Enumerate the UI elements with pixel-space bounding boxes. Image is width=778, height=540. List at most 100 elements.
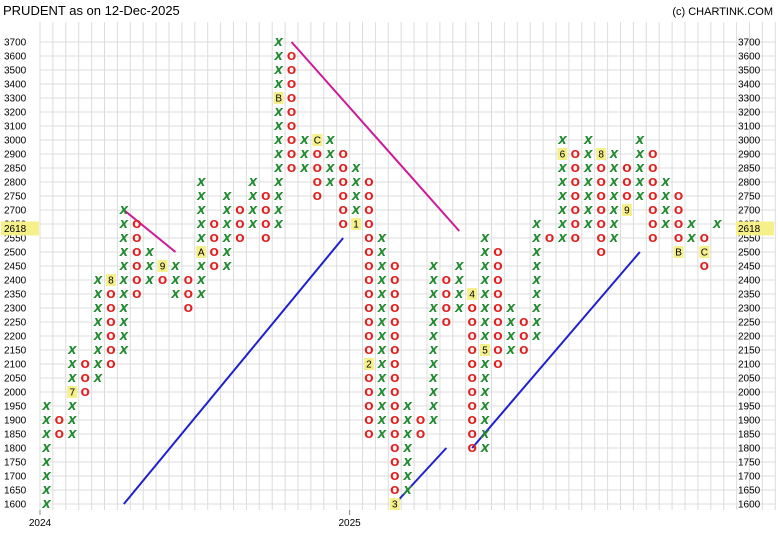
month-label: 9 — [624, 206, 630, 217]
x-mark: X — [531, 288, 541, 301]
x-mark: X — [428, 316, 438, 329]
o-mark: O — [648, 232, 657, 245]
month-label: 4 — [469, 290, 475, 301]
x-mark: X — [480, 400, 490, 413]
x-mark: X — [635, 176, 645, 189]
y-tick-left: 2100 — [4, 360, 27, 371]
o-mark: O — [493, 330, 502, 343]
x-mark: X — [273, 64, 283, 77]
y-tick-left: 2200 — [4, 332, 27, 343]
x-mark: X — [222, 232, 232, 245]
o-mark: O — [106, 288, 115, 301]
o-mark: O — [622, 190, 631, 203]
x-mark: X — [506, 330, 516, 343]
x-mark: X — [609, 190, 619, 203]
month-label-box — [467, 288, 478, 300]
y-tick-left: 3300 — [4, 94, 27, 105]
y-tick-right: 2100 — [738, 360, 761, 371]
x-mark: X — [557, 176, 567, 189]
o-mark: O — [364, 330, 373, 343]
x-mark: X — [273, 106, 283, 119]
x-mark: X — [557, 232, 567, 245]
month-label-box — [389, 498, 400, 510]
x-mark: X — [196, 204, 206, 217]
x-mark: X — [428, 260, 438, 273]
x-mark: X — [480, 386, 490, 399]
x-mark: X — [480, 246, 490, 259]
x-mark: X — [660, 176, 670, 189]
x-mark: X — [506, 302, 516, 315]
x-mark: X — [41, 484, 51, 497]
x-mark: X — [377, 358, 387, 371]
o-mark: O — [364, 176, 373, 189]
y-tick-right: 2300 — [738, 304, 761, 315]
y-tick-left: 1800 — [4, 444, 27, 455]
o-mark: O — [674, 204, 683, 217]
x-mark: X — [119, 288, 129, 301]
o-mark: O — [596, 218, 605, 231]
o-mark: O — [338, 190, 347, 203]
o-mark: O — [596, 176, 605, 189]
o-mark: O — [287, 162, 296, 175]
x-mark: X — [583, 204, 593, 217]
x-mark: X — [686, 218, 696, 231]
x-mark: X — [480, 288, 490, 301]
month-label-box — [557, 148, 568, 160]
x-mark: X — [119, 344, 129, 357]
y-tick-left: 2050 — [4, 374, 27, 385]
month-label: C — [701, 248, 708, 259]
x-mark: X — [196, 260, 206, 273]
current-price-box-left — [1, 221, 39, 236]
x-mark: X — [196, 176, 206, 189]
x-mark: X — [480, 428, 490, 441]
o-mark: O — [571, 190, 580, 203]
x-mark: X — [609, 204, 619, 217]
x-mark: X — [402, 442, 412, 455]
y-tick-right: 3700 — [738, 38, 761, 49]
x-mark: X — [454, 274, 464, 287]
o-mark: O — [493, 358, 502, 371]
x-mark: X — [377, 316, 387, 329]
x-mark: X — [454, 288, 464, 301]
o-mark: O — [209, 246, 218, 259]
month-label: 6 — [560, 150, 566, 161]
y-tick-right: 3300 — [738, 94, 761, 105]
y-tick-right: 3000 — [738, 136, 761, 147]
o-mark: O — [648, 204, 657, 217]
y-tick-left: 3600 — [4, 52, 27, 63]
y-tick-left: 1850 — [4, 430, 27, 441]
o-mark: O — [622, 162, 631, 175]
x-axis: 2024 2025 — [29, 510, 361, 529]
x-mark: X — [428, 358, 438, 371]
x-mark: X — [273, 218, 283, 231]
month-label: 9 — [160, 262, 166, 273]
x-mark: X — [531, 260, 541, 273]
x-mark: X — [196, 274, 206, 287]
x-mark: X — [480, 302, 490, 315]
o-mark: O — [571, 204, 580, 217]
o-mark: O — [493, 260, 502, 273]
o-mark: O — [364, 414, 373, 427]
y-tick-left: 3700 — [4, 38, 27, 49]
x-mark: X — [93, 288, 103, 301]
y-tick-right: 2000 — [738, 388, 761, 399]
o-mark: O — [390, 442, 399, 455]
o-mark: O — [467, 372, 476, 385]
x-mark: X — [557, 134, 567, 147]
o-mark: O — [416, 414, 425, 427]
o-mark: O — [364, 246, 373, 259]
x-mark: X — [273, 190, 283, 203]
x-mark: X — [93, 372, 103, 385]
month-label: 7 — [69, 388, 75, 399]
o-mark: O — [338, 218, 347, 231]
current-price-box-right — [736, 221, 774, 236]
o-mark: O — [132, 260, 141, 273]
month-label: C — [314, 136, 321, 147]
y-tick-left: 2450 — [4, 262, 27, 273]
x-mark: X — [377, 386, 387, 399]
x-mark: X — [506, 316, 516, 329]
o-mark: O — [209, 218, 218, 231]
y-tick-left: 2350 — [4, 290, 27, 301]
x-mark: X — [377, 428, 387, 441]
x-mark: X — [660, 204, 670, 217]
